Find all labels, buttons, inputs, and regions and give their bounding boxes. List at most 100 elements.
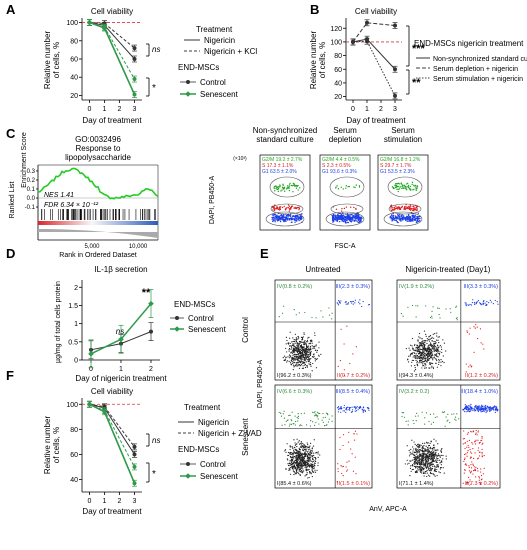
dot-q1 — [298, 455, 300, 457]
dot-g2m — [283, 186, 286, 189]
dot-q1 — [311, 460, 313, 462]
dot-q4 — [411, 304, 414, 307]
dot-g1 — [359, 220, 362, 223]
dot-q1 — [298, 468, 300, 470]
quadrant-label-iv: IV(0.8 ± 0.2%) — [277, 284, 312, 290]
dot-q1 — [427, 348, 429, 350]
dot-q1 — [307, 449, 310, 451]
dot-g1 — [271, 214, 274, 216]
dot-q4 — [322, 421, 324, 423]
dot-q1 — [434, 333, 436, 335]
dot-q3 — [352, 303, 354, 305]
dot-q1 — [300, 444, 302, 446]
y-tick-label: 120 — [330, 26, 342, 33]
dot-q3 — [347, 302, 350, 304]
dot-q1 — [430, 448, 432, 450]
dot-q1 — [296, 362, 298, 364]
dot-s — [288, 205, 291, 207]
dot-q2 — [468, 333, 470, 335]
dot-q2 — [477, 470, 479, 472]
dot-q4 — [287, 419, 289, 421]
dot-q1 — [430, 455, 433, 457]
dot-q1 — [296, 461, 299, 463]
dot-q1 — [427, 448, 429, 451]
dot-g2m — [347, 186, 349, 188]
dot-q3 — [349, 409, 351, 411]
dot-q1 — [307, 349, 309, 351]
y-tick-label: 40 — [70, 75, 78, 82]
dot-q1 — [431, 336, 433, 338]
dot-q1 — [297, 345, 299, 347]
legend-marker — [175, 316, 179, 320]
dot-q1 — [311, 452, 313, 454]
dot-q1 — [429, 456, 431, 458]
dot-g1 — [292, 217, 294, 220]
dot-q1 — [428, 338, 430, 340]
dot-g1 — [409, 217, 411, 219]
gate-label-s: S 17.3 ± 1.1% — [262, 163, 294, 169]
dot-q1 — [439, 466, 442, 469]
dot-q1 — [315, 349, 317, 351]
dot-q4 — [324, 425, 326, 427]
dot-q4 — [316, 411, 319, 413]
dot-q1 — [292, 354, 294, 356]
dot-q3 — [348, 407, 351, 410]
dot-q2 — [481, 443, 483, 445]
dot-g1 — [355, 217, 358, 220]
dot-q3 — [494, 408, 496, 410]
dot-q4 — [445, 416, 447, 418]
dot-q1 — [295, 460, 298, 462]
dot-s — [288, 207, 291, 210]
x-tick-label: 2 — [118, 498, 122, 505]
dot-q1 — [420, 357, 422, 359]
dot-g1 — [391, 217, 393, 220]
dot-q1 — [421, 342, 423, 344]
plot-frame — [274, 279, 373, 381]
dot-q3 — [362, 410, 364, 412]
dot-q1 — [432, 362, 434, 365]
dot-q1 — [292, 357, 295, 359]
gate-s — [388, 203, 422, 215]
x-tick-label: 1 — [103, 106, 107, 113]
dot-q1 — [316, 358, 318, 360]
dot-q1 — [310, 358, 312, 360]
dot-q1 — [420, 465, 422, 467]
dot-s — [287, 206, 289, 209]
dot-q1 — [432, 454, 434, 456]
dot-q1 — [304, 366, 307, 369]
dot-g1 — [292, 218, 294, 221]
dot-q1 — [429, 472, 431, 475]
dot-q1 — [286, 443, 288, 445]
dot-g1 — [272, 218, 274, 220]
dot-q4 — [296, 416, 298, 418]
data-point — [132, 481, 137, 486]
dot-q1 — [297, 343, 299, 345]
quadrant-label-ii: II(1.2 ± 0.2%) — [465, 373, 498, 379]
dot-q2 — [343, 374, 346, 377]
dot-q4 — [425, 412, 428, 414]
dot-q2 — [472, 430, 474, 432]
dot-q1 — [307, 341, 309, 343]
dot-q2 — [474, 443, 477, 445]
dot-q1 — [429, 471, 432, 473]
dot-q1 — [425, 458, 427, 460]
dot-q1 — [310, 351, 312, 353]
dot-q3 — [477, 410, 479, 412]
dot-g1 — [283, 218, 285, 221]
dot-g1 — [273, 214, 275, 217]
dot-q1 — [416, 450, 418, 453]
legend-label: Senescent — [200, 472, 239, 481]
dot-q1 — [436, 355, 438, 358]
dot-g1 — [279, 220, 282, 223]
dot-q1 — [420, 444, 422, 446]
dot-q1 — [426, 357, 428, 359]
dot-g1 — [410, 220, 413, 222]
dot-q3 — [345, 408, 348, 410]
dot-q1 — [433, 449, 435, 451]
dot-q1 — [315, 367, 318, 369]
dot-q1 — [425, 333, 427, 335]
dot-g1 — [345, 218, 347, 221]
dot-q1 — [432, 354, 434, 356]
dot-q1 — [411, 452, 413, 454]
dot-q1 — [311, 468, 313, 470]
